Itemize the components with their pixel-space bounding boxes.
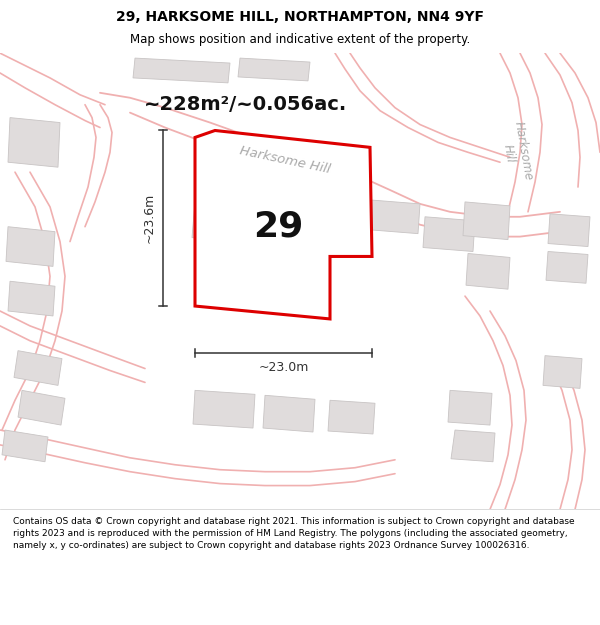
Polygon shape <box>451 430 495 462</box>
Polygon shape <box>543 356 582 388</box>
Polygon shape <box>368 200 420 234</box>
Polygon shape <box>263 396 315 432</box>
Polygon shape <box>195 131 372 319</box>
Text: ~23.0m: ~23.0m <box>259 361 308 374</box>
Text: 29: 29 <box>253 210 303 244</box>
Polygon shape <box>548 214 590 246</box>
Text: Map shows position and indicative extent of the property.: Map shows position and indicative extent… <box>130 33 470 46</box>
Text: Harksome Hill: Harksome Hill <box>238 144 332 176</box>
Polygon shape <box>18 391 65 425</box>
Polygon shape <box>2 430 48 462</box>
Polygon shape <box>14 351 62 386</box>
Polygon shape <box>328 400 375 434</box>
Polygon shape <box>448 391 492 425</box>
Polygon shape <box>6 227 55 266</box>
Polygon shape <box>463 202 510 239</box>
Text: ~228m²/~0.056ac.: ~228m²/~0.056ac. <box>143 95 347 114</box>
Polygon shape <box>466 254 510 289</box>
Polygon shape <box>8 281 55 316</box>
Polygon shape <box>423 217 475 251</box>
Polygon shape <box>238 58 310 81</box>
Text: Contains OS data © Crown copyright and database right 2021. This information is : Contains OS data © Crown copyright and d… <box>13 518 575 550</box>
Polygon shape <box>133 58 230 83</box>
Text: ~23.6m: ~23.6m <box>143 193 155 243</box>
Polygon shape <box>192 202 255 244</box>
Polygon shape <box>193 391 255 428</box>
Polygon shape <box>546 251 588 283</box>
Polygon shape <box>8 118 60 167</box>
Text: Harksome
Hill: Harksome Hill <box>497 121 535 184</box>
Text: 29, HARKSOME HILL, NORTHAMPTON, NN4 9YF: 29, HARKSOME HILL, NORTHAMPTON, NN4 9YF <box>116 10 484 24</box>
